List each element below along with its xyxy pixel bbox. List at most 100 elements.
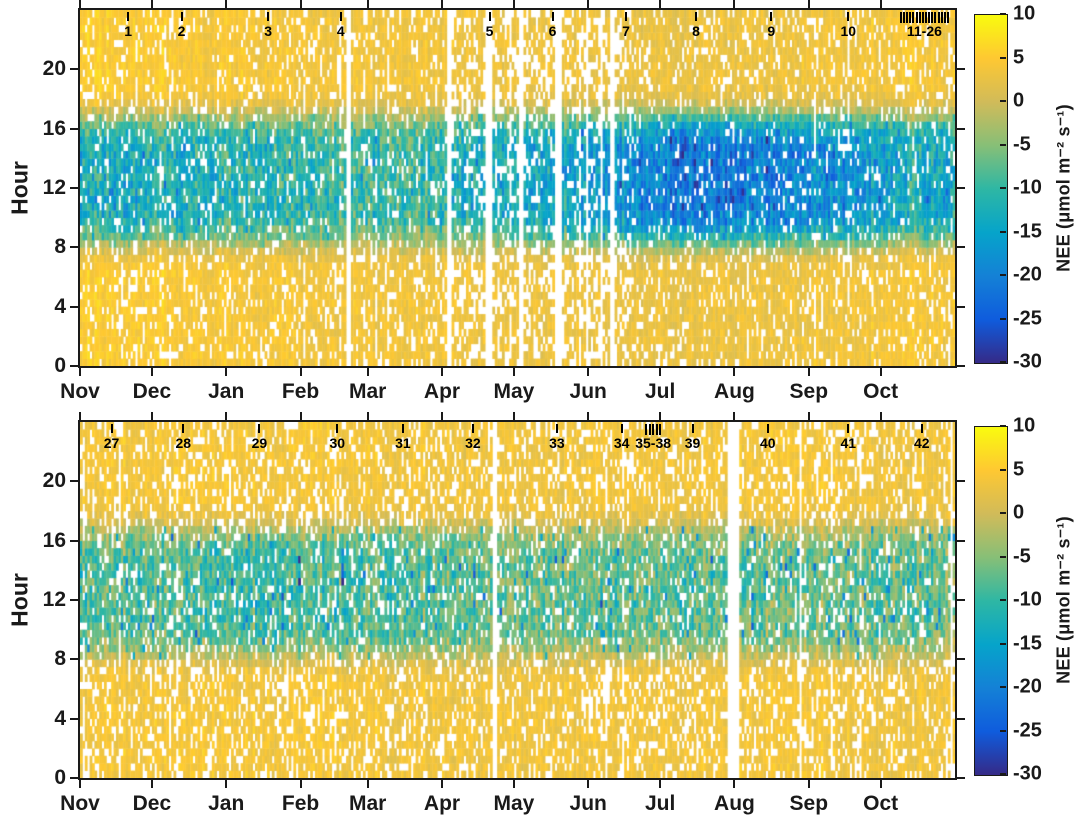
- event-marker-label: 31: [395, 435, 411, 451]
- month-tick: [587, 780, 590, 788]
- event-marker-label: 11-26: [906, 23, 942, 39]
- event-marker-label: 9: [767, 23, 776, 39]
- hour-tick: [957, 777, 965, 779]
- month-tick: [79, 780, 81, 788]
- hour-tick: [70, 777, 78, 779]
- colorbar-tick: [1000, 13, 1006, 15]
- event-marker-tick: [648, 424, 651, 435]
- month-label: Feb: [281, 380, 320, 403]
- month-tick: [807, 0, 810, 8]
- event-marker-tick: [921, 12, 924, 23]
- event-marker-label: 32: [465, 435, 481, 451]
- month-label: Mar: [348, 380, 387, 403]
- colorbar-tick: [1000, 425, 1006, 427]
- month-tick: [150, 780, 153, 788]
- hour-tick: [957, 187, 965, 189]
- hour-tick: [957, 599, 965, 601]
- hour-tick-label: 20: [42, 469, 66, 493]
- month-label: Nov: [60, 792, 100, 815]
- colorbar-tick-label: -25: [1013, 719, 1042, 741]
- hour-tick: [70, 717, 78, 720]
- month-tick: [512, 368, 515, 376]
- event-marker-tick: [915, 12, 918, 23]
- hour-tick: [70, 68, 78, 71]
- hour-tick: [957, 365, 965, 367]
- heatmap-canvas-year1: [80, 10, 955, 366]
- month-tick: [733, 780, 736, 788]
- month-label: Apr: [423, 380, 461, 403]
- colorbar-tick-label: 0: [1013, 501, 1025, 524]
- colorbar-tick: [1000, 729, 1006, 732]
- month-tick: [299, 368, 302, 376]
- colorbar-tick-label: -30: [1013, 350, 1042, 373]
- month-label: Dec: [132, 792, 172, 815]
- colorbar-tick: [1000, 361, 1006, 363]
- event-marker-label: 27: [103, 435, 120, 451]
- month-label: Jul: [644, 380, 676, 403]
- month-label: Jul: [644, 792, 676, 815]
- event-marker-tick: [625, 12, 627, 21]
- event-marker-tick: [943, 12, 946, 23]
- event-marker-tick: [555, 424, 558, 433]
- month-tick: [733, 0, 736, 8]
- colorbar-tick: [1000, 686, 1006, 688]
- month-label: Oct: [863, 792, 899, 815]
- event-marker-tick: [471, 424, 474, 433]
- event-marker-label: 42: [913, 435, 930, 451]
- month-tick: [879, 780, 882, 788]
- colorbar-tick-label: -20: [1013, 263, 1042, 286]
- event-marker-tick: [947, 12, 949, 23]
- hour-tick-label: 8: [54, 647, 66, 671]
- colorbar-year1: [974, 14, 1008, 364]
- colorbar-tick-label: -20: [1013, 675, 1042, 698]
- colorbar-tick-label: -30: [1013, 762, 1042, 785]
- month-tick: [512, 412, 515, 420]
- month-tick: [366, 0, 369, 8]
- hour-tick: [70, 539, 78, 542]
- month-tick: [440, 368, 443, 376]
- hour-tick: [957, 717, 965, 720]
- month-tick: [150, 0, 153, 8]
- event-marker-tick: [940, 12, 943, 23]
- event-marker-label: 28: [175, 435, 192, 451]
- hour-tick-label: 12: [42, 176, 66, 199]
- month-tick: [366, 780, 369, 788]
- month-tick: [440, 780, 443, 788]
- event-marker-tick: [267, 12, 270, 21]
- event-marker-label: 39: [684, 435, 701, 451]
- colorbar-tick-label: 5: [1013, 458, 1025, 480]
- event-marker-tick: [620, 424, 623, 433]
- month-tick: [512, 780, 515, 788]
- event-marker-tick: [180, 12, 183, 21]
- event-marker-label: 30: [329, 435, 346, 451]
- event-marker-tick: [847, 424, 850, 433]
- month-tick: [366, 368, 369, 376]
- colorbar-tick: [1000, 773, 1006, 775]
- event-marker-label: 2: [177, 23, 186, 39]
- month-tick: [79, 0, 81, 8]
- colorbar-tick-label: 5: [1013, 46, 1025, 68]
- month-tick: [659, 780, 662, 788]
- colorbar-tick: [1000, 143, 1006, 146]
- month-tick: [299, 412, 302, 420]
- colorbar-tick: [1000, 100, 1006, 102]
- colorbar-tick: [1000, 468, 1006, 471]
- colorbar-tick: [1000, 512, 1006, 514]
- colorbar-title-year1: NEE (μmol m⁻² s⁻¹): [1053, 104, 1074, 272]
- hour-tick-label: 20: [42, 57, 66, 81]
- hour-tick: [70, 658, 78, 661]
- month-label: May: [493, 792, 535, 815]
- event-marker-tick: [770, 12, 773, 21]
- event-marker-tick: [931, 12, 934, 23]
- heatmap-panel-year1: [78, 8, 957, 368]
- month-tick: [659, 412, 662, 420]
- hour-tick: [70, 187, 78, 189]
- colorbar-tick-label: -10: [1013, 176, 1042, 199]
- event-marker-label: 5: [485, 23, 494, 39]
- month-label: Jun: [569, 792, 607, 815]
- event-marker-tick: [691, 424, 694, 433]
- event-marker-label: 10: [840, 23, 857, 39]
- event-marker-tick: [258, 424, 261, 433]
- event-marker-tick: [912, 12, 915, 23]
